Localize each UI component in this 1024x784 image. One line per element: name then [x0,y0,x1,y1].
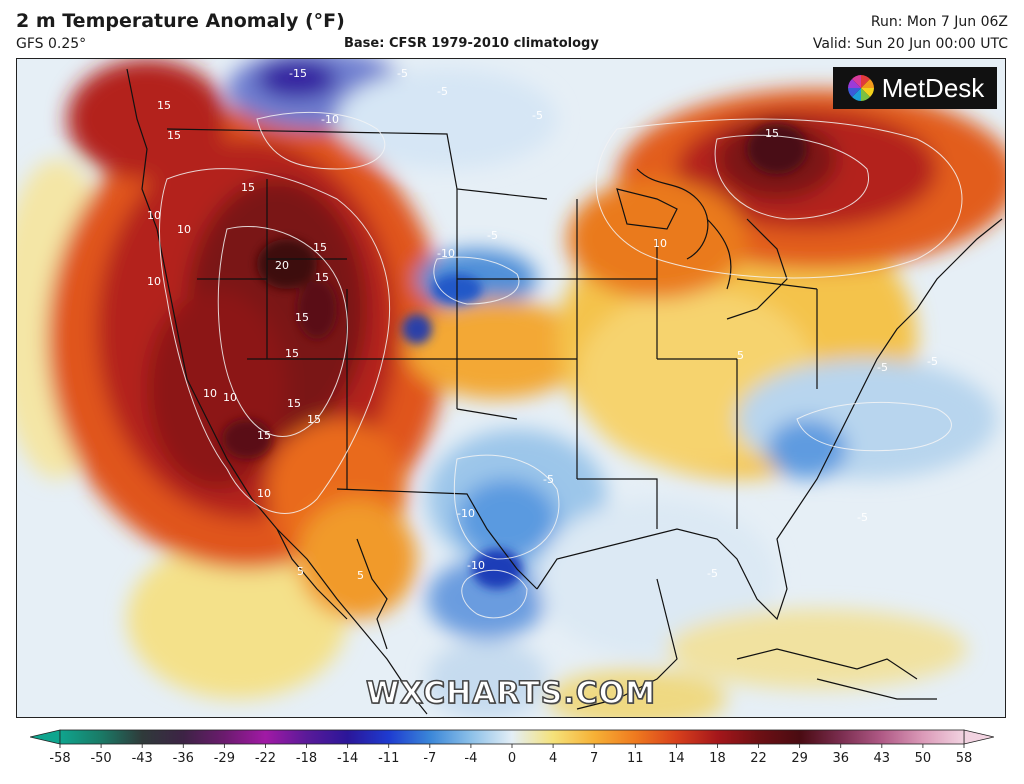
legend-tick-label: 14 [668,751,685,766]
contour-label: 10 [177,223,191,236]
contour-label: 15 [157,99,171,112]
chart-header: 2 m Temperature Anomaly (°F) GFS 0.25° B… [0,0,1024,58]
contour-label: 5 [737,349,744,362]
contour-label: -5 [857,511,868,524]
legend-color-bar [59,729,965,745]
anomaly-map: -15 -10 -5 -5 -5 -5 -10 -5 -5 15 15 10 1… [16,58,1006,718]
legend-tick-label: -29 [214,751,235,766]
legend-tick-label: -11 [378,751,399,766]
anomaly-cores [222,124,807,589]
contour-label: 15 [765,127,779,140]
legend-tick-label: 29 [791,751,808,766]
legend-max-arrow [963,729,994,745]
legend-tick-label: -58 [49,751,70,766]
model-label: GFS 0.25° [16,36,87,52]
contour-label: 15 [285,347,299,360]
legend-tick-label: 36 [832,751,849,766]
legend-tick-label: 0 [508,751,516,766]
contour-label: 15 [287,397,301,410]
chart-title: 2 m Temperature Anomaly (°F) [16,10,345,32]
valid-time-label: Valid: Sun 20 Jun 00:00 UTC [812,36,1008,52]
contour-label: 15 [313,241,327,254]
contour-label: 10 [147,209,161,222]
contour-label: -5 [877,361,888,374]
climatology-base-label: Base: CFSR 1979-2010 climatology [344,36,599,51]
contour-lines [159,111,963,619]
contour-label: 15 [167,129,181,142]
legend-tick-label: 43 [874,751,891,766]
contour-label: -5 [927,355,938,368]
run-time-label: Run: Mon 7 Jun 06Z [870,14,1008,30]
anomaly-field [17,59,1005,717]
legend-tick-label: 58 [956,751,973,766]
color-legend: -58 -50 -43 -36 -29 -22 -18 -14 -11 -7 -4 0 4 7 11 14 18… [30,728,994,778]
legend-tick-label: -4 [464,751,477,766]
contour-label: 10 [147,275,161,288]
contour-label: -5 [707,567,718,580]
contour-label: 15 [307,413,321,426]
contour-label: -10 [457,507,475,520]
contour-label: -5 [487,229,498,242]
contour-label: 10 [257,487,271,500]
legend-tick-label: -36 [173,751,194,766]
legend-tick-label: 7 [590,751,598,766]
contour-label: -10 [321,113,339,126]
contour-label: 15 [315,271,329,284]
contour-label: -10 [437,247,455,260]
legend-tick-label: -50 [90,751,111,766]
contour-label: 15 [241,181,255,194]
map-canvas: -15 -10 -5 -5 -5 -5 -10 -5 -5 15 15 10 1… [17,59,1005,717]
legend-tick-label: -7 [423,751,436,766]
legend-tick-label: -43 [132,751,153,766]
contour-label: -5 [437,85,448,98]
legend-tick-label: -14 [337,751,358,766]
color-legend-canvas: -58 -50 -43 -36 -29 -22 -18 -14 -11 -7 -4 0 4 7 11 14 18… [30,729,994,766]
contour-label: 15 [257,429,271,442]
contour-label: -5 [397,67,408,80]
metdesk-logo: MetDesk [833,67,997,109]
contour-label: 5 [357,569,364,582]
pinwheel-icon [847,75,874,101]
contour-label: 5 [297,565,304,578]
contour-label: -5 [543,473,554,486]
map-borders [126,68,1003,715]
legend-tick-label: 18 [709,751,726,766]
legend-tick-label: -18 [296,751,317,766]
legend-tick-label: 11 [627,751,644,766]
contour-label: -5 [532,109,543,122]
legend-tick-label: 4 [549,751,557,766]
contour-label: -15 [289,67,307,80]
contour-label: 20 [275,259,289,272]
contour-label: 10 [203,387,217,400]
wxcharts-watermark: WXCHARTS.COM [365,675,657,712]
contour-labels: -15 -10 -5 -5 -5 -5 -10 -5 -5 15 15 10 1… [147,67,938,582]
legend-tick-label: 50 [915,751,932,766]
legend-min-arrow [30,729,61,745]
contour-label: 10 [653,237,667,250]
legend-tick-label: 22 [750,751,767,766]
contour-label: -10 [467,559,485,572]
legend-tick-label: -22 [255,751,276,766]
logo-text: MetDesk [881,72,985,103]
contour-label: 15 [295,311,309,324]
contour-label: 10 [223,391,237,404]
